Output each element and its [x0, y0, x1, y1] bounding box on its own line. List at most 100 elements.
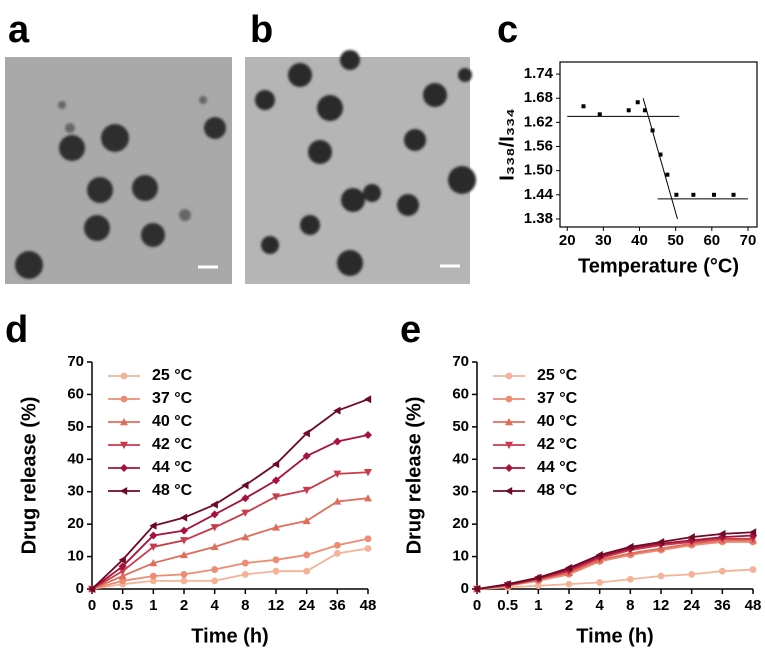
y-tick-label: 50 [452, 418, 469, 435]
data-point [749, 566, 757, 573]
legend-label: 25 °C [537, 367, 578, 384]
data-point [149, 531, 158, 540]
data-point [711, 192, 716, 197]
x-tick-label: 12 [653, 597, 670, 614]
x-tick-label: 60 [703, 232, 720, 249]
legend-label: 44 °C [152, 459, 193, 476]
y-tick-label: 10 [67, 548, 84, 565]
data-point [241, 533, 250, 541]
data-point [687, 533, 695, 542]
data-point [534, 582, 542, 590]
data-point [642, 108, 647, 113]
y-tick-label: 60 [67, 385, 84, 402]
y-tick-label: 1.50 [524, 162, 553, 179]
data-point [149, 543, 158, 551]
data-point [364, 494, 372, 502]
x-tick-label: 4 [595, 597, 604, 614]
data-point [657, 537, 665, 546]
legend-label: 48 °C [537, 482, 578, 499]
legend-label: 42 °C [537, 436, 578, 453]
data-point [180, 550, 188, 559]
data-point [364, 395, 372, 404]
data-point [302, 429, 310, 438]
data-point [718, 529, 726, 538]
data-point [665, 172, 670, 177]
x-tick-label: 1 [149, 597, 157, 614]
data-point [595, 550, 603, 559]
y-tick-label: 40 [67, 450, 84, 467]
data-point [691, 192, 696, 197]
panel-label: a [8, 9, 30, 51]
data-point [718, 567, 726, 575]
data-point [333, 470, 342, 478]
data-point [333, 437, 342, 446]
data-point [650, 128, 655, 133]
x-tick-label: 50 [667, 232, 684, 249]
data-point [688, 571, 696, 578]
y-tick-label: 0 [461, 580, 469, 597]
data-point [272, 556, 280, 564]
x-tick-label: 0 [88, 597, 96, 614]
x-tick-label: 0.5 [497, 597, 518, 614]
data-point [333, 406, 341, 415]
y-tick-label: 20 [67, 515, 84, 532]
data-point [302, 516, 311, 525]
data-point [118, 562, 127, 571]
micrograph-a [5, 57, 232, 284]
y-tick-label: 50 [67, 418, 84, 435]
y-tick-label: 1.74 [524, 65, 554, 82]
data-point [180, 513, 188, 522]
series-line [91, 547, 369, 590]
legend-marker [505, 487, 513, 495]
series-line [91, 537, 369, 590]
data-point [503, 580, 511, 589]
x-tick-label: 4 [210, 597, 219, 614]
x-axis-label: Temperature (°C) [578, 255, 739, 277]
plot-frame [559, 61, 758, 228]
x-tick-label: 0 [473, 597, 481, 614]
data-point [241, 571, 249, 578]
data-point [364, 535, 372, 543]
legend-marker [505, 464, 513, 472]
data-point [658, 152, 663, 157]
legend-marker [505, 395, 513, 403]
data-point [272, 476, 280, 485]
data-point [626, 575, 634, 583]
legend-label: 40 °C [152, 413, 193, 430]
x-tick-label: 24 [683, 597, 700, 614]
legend-label: 37 °C [152, 390, 193, 407]
data-point [731, 192, 736, 197]
x-tick-label: 36 [714, 597, 731, 614]
panel-label: b [250, 9, 273, 51]
legend-marker [505, 441, 513, 449]
legend-label: 44 °C [537, 459, 578, 476]
data-point [303, 551, 311, 559]
x-tick-label: 48 [745, 597, 762, 614]
data-point [118, 567, 127, 576]
data-point [88, 585, 96, 593]
x-tick-label: 36 [329, 597, 346, 614]
series-line [91, 434, 369, 590]
data-point [180, 537, 188, 545]
micrograph-b [245, 50, 476, 284]
x-tick-label: 0.5 [112, 597, 133, 614]
data-point [210, 500, 218, 509]
data-point [272, 460, 280, 469]
y-tick-label: 30 [67, 483, 84, 500]
data-point [333, 549, 341, 557]
y-tick-label: 1.38 [524, 210, 553, 227]
data-point [626, 108, 631, 113]
data-point [626, 542, 634, 551]
data-point [180, 571, 188, 578]
y-tick-label: 40 [452, 450, 469, 467]
data-point [364, 469, 372, 477]
series-line [476, 568, 754, 590]
y-tick-label: 30 [452, 483, 469, 500]
data-point [749, 528, 757, 537]
data-point [210, 510, 219, 519]
data-point [364, 545, 372, 552]
y-tick-label: 70 [452, 353, 469, 370]
data-point [210, 524, 219, 532]
legend-marker [120, 464, 128, 472]
data-point [149, 577, 157, 585]
